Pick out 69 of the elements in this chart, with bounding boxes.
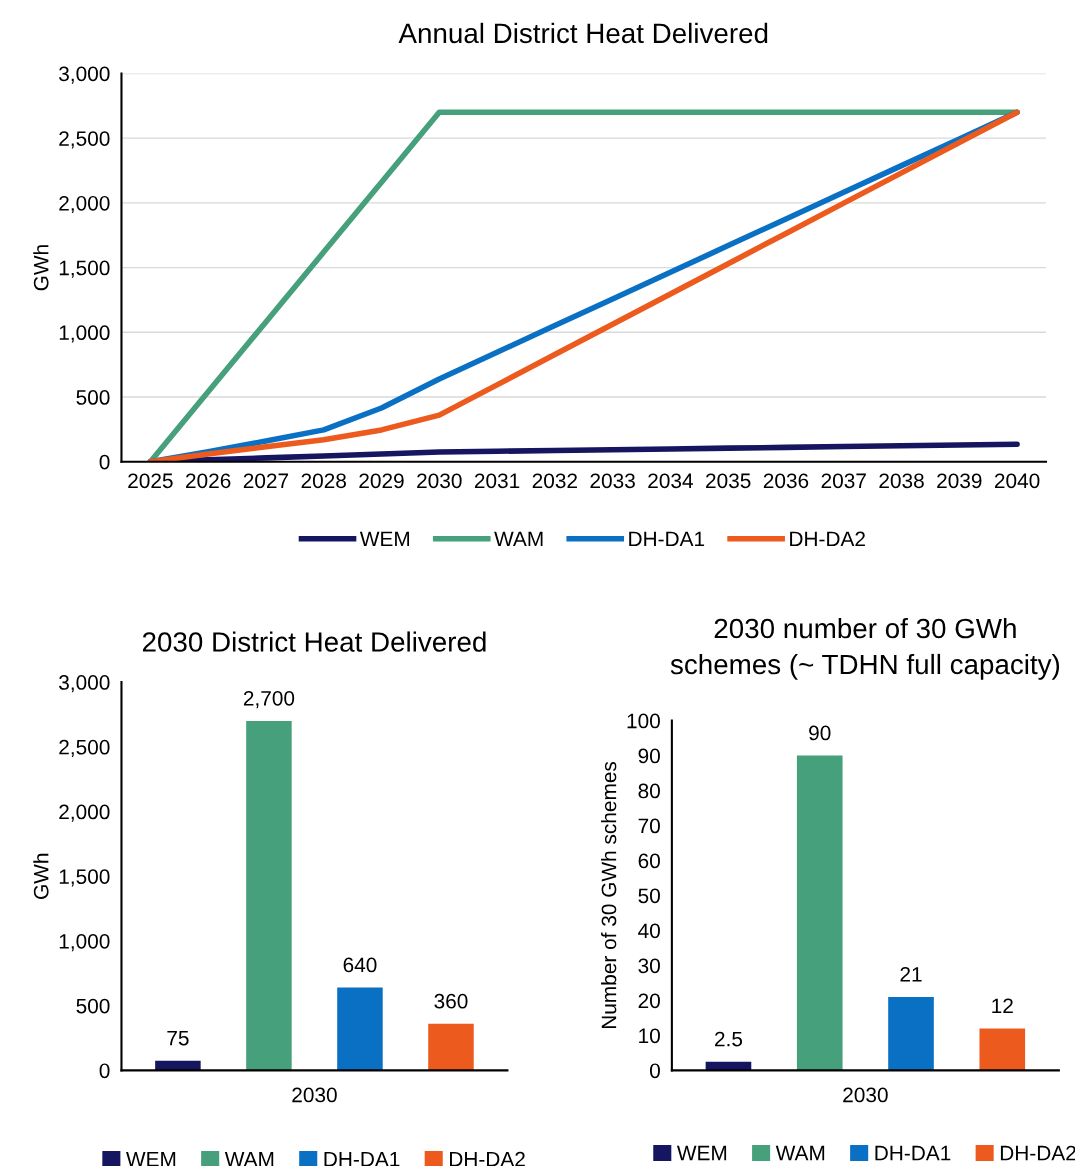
y-tick-label: 2,500 — [59, 131, 110, 149]
y-tick-label: 40 — [638, 923, 660, 939]
data-label: 360 — [434, 993, 468, 1009]
x-tick-label: 2030 — [417, 473, 462, 489]
legend-label: WAM — [224, 1152, 274, 1166]
x-tick-label: 2039 — [937, 473, 982, 489]
data-label: 75 — [167, 1030, 189, 1046]
legend-label: DH-DA1 — [629, 531, 705, 547]
y-axis-title: GWh — [33, 853, 49, 899]
data-label: 21 — [900, 966, 922, 982]
x-tick-label: 2035 — [706, 473, 751, 489]
y-tick-label: 0 — [99, 454, 110, 470]
x-tick-label: 2034 — [648, 473, 693, 489]
y-tick-label: 3,000 — [59, 66, 110, 84]
data-label: 640 — [343, 957, 377, 973]
chart-title: Annual District Heat Delivered — [398, 22, 768, 44]
x-axis-title: 2030 — [292, 1087, 337, 1103]
x-tick-label: 2028 — [301, 473, 346, 489]
x-tick-label: 2029 — [359, 473, 404, 489]
x-tick-label: 2038 — [879, 473, 924, 489]
legend-label: WEM — [676, 1145, 727, 1161]
legend-label: DH-DA2 — [1000, 1145, 1075, 1161]
y-tick-label: 500 — [76, 390, 110, 405]
x-tick-label: 2037 — [821, 473, 866, 489]
legend-label: WEM — [359, 531, 410, 547]
y-tick-label: 70 — [638, 818, 660, 834]
y-tick-label: 3,000 — [59, 675, 110, 693]
y-tick-label: 100 — [627, 713, 660, 729]
x-tick-label: 2033 — [590, 473, 635, 489]
x-tick-label: 2032 — [532, 473, 577, 489]
y-tick-label: 80 — [638, 783, 660, 799]
data-label: 12 — [992, 998, 1013, 1013]
y-tick-label: 0 — [99, 1063, 110, 1079]
y-tick-label: 10 — [639, 1028, 660, 1044]
y-tick-label: 50 — [638, 888, 660, 904]
y-axis-title: GWh — [33, 245, 49, 291]
legend-label: DH-DA1 — [875, 1145, 951, 1161]
x-tick-label: 2040 — [994, 473, 1040, 489]
data-label: 90 — [809, 725, 831, 741]
y-tick-label: 1,500 — [59, 260, 110, 278]
y-tick-label: 2,000 — [59, 195, 110, 214]
y-tick-label: 2,000 — [59, 804, 110, 822]
legend-label: WEM — [126, 1152, 176, 1166]
y-tick-label: 1,000 — [59, 325, 110, 343]
x-axis-title: 2030 — [843, 1087, 888, 1103]
y-tick-label: 500 — [76, 998, 110, 1014]
y-tick-label: 2,500 — [59, 739, 110, 758]
x-tick-label: 2027 — [243, 473, 289, 489]
x-tick-label: 2026 — [186, 473, 231, 489]
y-tick-label: 20 — [638, 993, 660, 1009]
data-label: 2,700 — [243, 690, 295, 709]
legend-label: DH-DA2 — [450, 1151, 525, 1166]
chart-title: 2030 number of 30 GWh schemes (~ TDHN full capacity) — [670, 617, 1060, 680]
y-tick-label: 0 — [649, 1063, 660, 1079]
y-tick-label: 60 — [638, 853, 660, 869]
legend-label: WAM — [494, 531, 543, 547]
legend-label: DH-DA2 — [790, 531, 865, 547]
y-tick-label: 30 — [638, 958, 660, 974]
data-label: 2.5 — [715, 1031, 743, 1047]
legend-label: DH-DA1 — [324, 1152, 400, 1166]
y-axis-title: Number of 30 GWh schemes — [601, 761, 617, 1029]
y-tick-label: 90 — [638, 748, 660, 764]
chart-title: 2030 District Heat Delivered — [142, 631, 486, 652]
x-tick-label: 2025 — [128, 473, 173, 489]
x-tick-label: 2031 — [474, 473, 520, 489]
legend-label: WAM — [775, 1145, 825, 1161]
y-tick-label: 1,000 — [59, 933, 110, 952]
y-tick-label: 1,500 — [59, 869, 110, 887]
x-tick-label: 2036 — [763, 473, 809, 489]
